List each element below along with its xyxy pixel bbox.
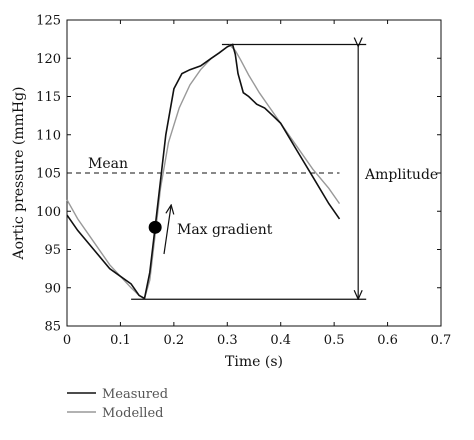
- y-tick-label: 115: [36, 90, 61, 105]
- x-tick-label: 0.7: [431, 333, 452, 348]
- mean-label: Mean: [88, 156, 128, 172]
- max-gradient-label: Max gradient: [177, 222, 273, 238]
- x-tick-label: 0.3: [217, 333, 238, 348]
- series-line-measured: [66, 43, 341, 300]
- max-gradient-marker: [148, 220, 162, 234]
- x-tick-label: 0.1: [110, 333, 131, 348]
- y-tick-label: 100: [36, 205, 61, 220]
- max-gradient-arrow: [163, 206, 171, 255]
- series-line-modelled: [66, 44, 341, 300]
- y-tick-label: 95: [44, 243, 61, 258]
- x-tick-label: 0.6: [377, 333, 398, 348]
- y-tick-label: 85: [44, 320, 61, 335]
- y-axis-ticks: 85 90 95 100 105 110 115 120 125: [36, 14, 441, 335]
- y-tick-label: 90: [44, 281, 61, 296]
- legend: Measured Modelled: [67, 387, 168, 421]
- amplitude-label: Amplitude: [364, 167, 438, 183]
- x-tick-label: 0.4: [270, 333, 291, 348]
- y-tick-label: 120: [36, 52, 61, 67]
- y-tick-label: 105: [36, 167, 61, 182]
- y-tick-label: 125: [36, 14, 61, 29]
- y-tick-label: 110: [36, 128, 61, 143]
- x-axis-title: Time (s): [225, 354, 283, 370]
- x-tick-label: 0: [63, 333, 71, 348]
- x-tick-label: 0.5: [324, 333, 345, 348]
- legend-label-measured: Measured: [102, 387, 168, 402]
- x-axis-ticks: 0 0.1 0.2 0.3 0.4 0.5 0.6 0.7: [63, 20, 451, 348]
- x-tick-label: 0.2: [164, 333, 185, 348]
- legend-label-modelled: Modelled: [102, 406, 163, 421]
- y-axis-title: Aortic pressure (mmHg): [11, 86, 27, 260]
